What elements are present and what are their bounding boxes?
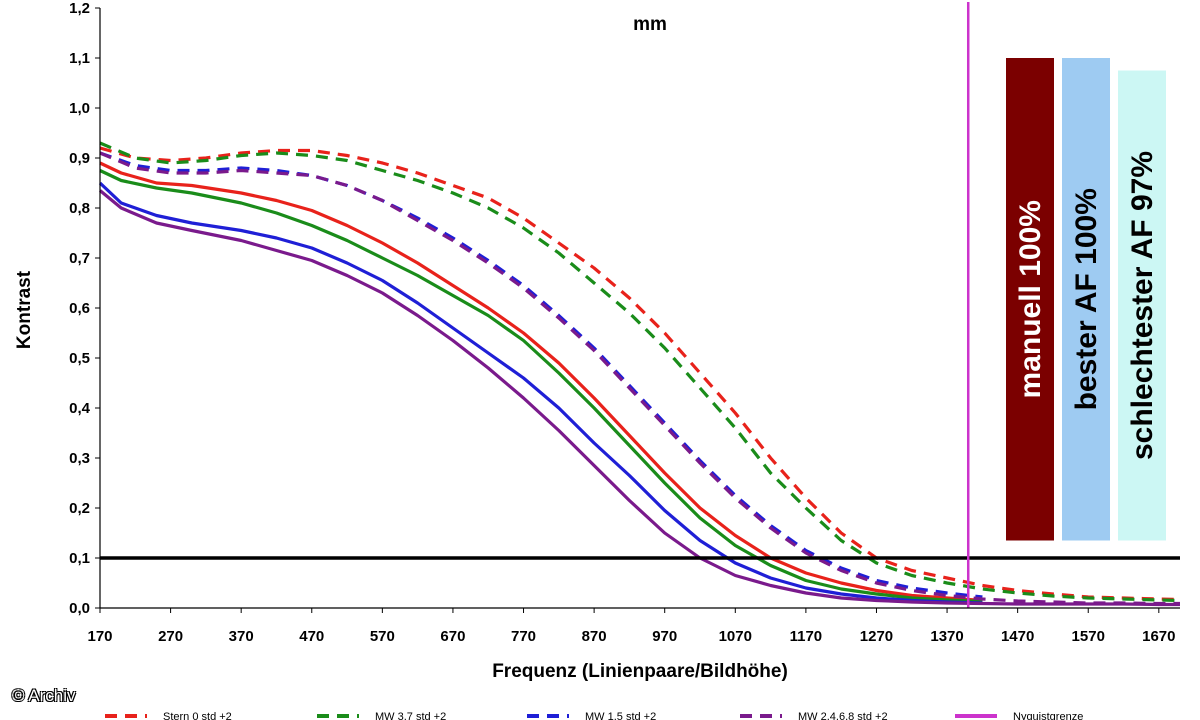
y-axis-label: Kontrast — [14, 270, 35, 349]
solid-series-line — [99, 161, 983, 603]
y-tick-label: 0,6 — [69, 300, 90, 317]
legend: Stern 0 std +2 MW 3,7 std +2 MW 1,5 std +2… — [105, 711, 1083, 720]
x-tick-label: 1670 — [1142, 628, 1175, 645]
x-tick-label: 1270 — [860, 628, 893, 645]
y-tick-label: 1,2 — [69, 0, 90, 17]
dashed-series-line — [99, 146, 1181, 602]
dashed-series-line — [99, 151, 983, 599]
dashed-series-line — [99, 151, 1180, 606]
bar-group: manuell 100% bester AF 100% schlechtester … — [1006, 58, 1166, 541]
y-tick-label: 0,2 — [69, 500, 90, 517]
x-tick-label: 1570 — [1072, 628, 1105, 645]
x-axis-label: Frequenz (Linienpaare/Bildhöhe) — [492, 661, 788, 682]
legend-label: MW 3,7 std +2 — [375, 711, 446, 720]
x-tick-label: 370 — [229, 628, 254, 645]
y-tick-label: 0,7 — [69, 250, 90, 267]
x-tick-label: 470 — [299, 628, 324, 645]
legend-label: Nyquistgrenze — [1013, 711, 1083, 720]
y-tick-label: 1,1 — [69, 50, 90, 67]
x-tick-label: 1070 — [719, 628, 752, 645]
y-tick-label: 0,9 — [69, 150, 90, 167]
x-tick-label: 970 — [652, 628, 677, 645]
bar — [1118, 70, 1166, 541]
x-tick-label: 770 — [511, 628, 536, 645]
solid-series-line — [99, 169, 983, 604]
solid-series-line — [98, 189, 1180, 607]
x-tick-label: 1470 — [1001, 628, 1034, 645]
x-tick-label: 670 — [440, 628, 465, 645]
legend-label: MW 2,4,6,8 std +2 — [798, 711, 888, 720]
copyright-credit: © Archiv — [12, 686, 76, 705]
bar-label: schlechtester AF 97% — [1126, 151, 1159, 460]
x-tick-label: 1370 — [930, 628, 963, 645]
y-tick-label: 0,1 — [69, 550, 90, 567]
solid-series-line — [98, 181, 983, 605]
x-tick-label: 570 — [370, 628, 395, 645]
y-tick-label: 0,0 — [69, 600, 90, 617]
bar — [1062, 58, 1110, 541]
dashed-series-line — [99, 141, 1181, 603]
chart-title: mm — [633, 14, 667, 35]
legend-label: MW 1,5 std +2 — [585, 711, 656, 720]
legend-label: Stern 0 std +2 — [163, 711, 232, 720]
x-tick-label: 1170 — [790, 628, 823, 645]
axes: 0,0 0,1 0,2 0,3 0,4 0,5 0,6 0,7 0,8 0,9 1,0 1,1 1,2 1… — [69, 0, 1180, 645]
x-tick-label: 170 — [87, 628, 112, 645]
bar-label: manuell 100% — [1014, 200, 1047, 398]
y-tick-label: 0,4 — [69, 400, 91, 417]
y-tick-label: 0,5 — [69, 350, 90, 367]
bar — [1006, 58, 1054, 541]
x-tick-label: 270 — [158, 628, 183, 645]
x-tick-label: 870 — [582, 628, 607, 645]
line-series-group — [98, 141, 1181, 607]
reference-lines — [100, 2, 1180, 608]
y-tick-label: 1,0 — [69, 100, 90, 117]
bar-label: bester AF 100% — [1070, 188, 1103, 410]
y-tick-label: 0,3 — [69, 450, 90, 467]
y-tick-label: 0,8 — [69, 200, 90, 217]
